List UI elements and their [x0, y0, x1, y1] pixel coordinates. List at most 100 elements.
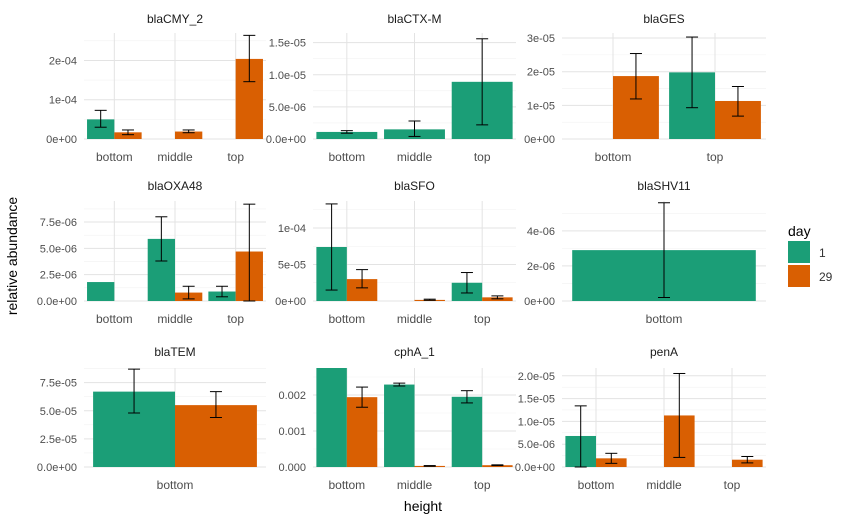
y-tick-label: 0e+00 [46, 134, 77, 146]
y-tick-label: 0e+00 [524, 134, 555, 146]
y-tick-label: 1.5e-05 [269, 38, 306, 50]
y-tick-label: 0.0e+00 [515, 462, 555, 474]
facet-panel-blaCTX-M: blaCTX-M 0.0e+00 5.0e-06 1.0e-05 1.5e-05 bott… [266, 12, 516, 164]
facet-panel-blaSHV11: blaSHV11 0e+00 2e-06 4e-06 bottom [524, 179, 766, 326]
error-bar [605, 452, 618, 464]
legend-key-day-29 [788, 265, 810, 287]
y-axis-label: relative abundance [4, 197, 20, 316]
x-tick-label: bottom [328, 150, 365, 164]
y-tick-label: 2.0e-05 [518, 371, 555, 383]
x-tick-label: bottom [328, 478, 365, 492]
error-bar [128, 368, 141, 414]
x-tick-label: middle [397, 312, 433, 326]
y-tick-label: 1e-04 [278, 223, 306, 235]
y-tick-label: 1.5e-05 [518, 394, 555, 406]
y-tick-label: 0e+00 [524, 296, 555, 308]
y-tick-label: 2e-04 [49, 55, 77, 67]
error-bar [155, 216, 168, 262]
y-tick-label: 0.0e+00 [37, 296, 77, 308]
error-bar [393, 382, 406, 387]
error-bar [356, 386, 369, 408]
legend-key-day-1 [788, 241, 810, 263]
bar-bottom-day-29 [346, 279, 378, 301]
x-tick-label: bottom [328, 312, 365, 326]
error-bar [209, 391, 222, 418]
legend: day 1 29 [788, 223, 833, 287]
y-tick-label: 5.0e-05 [40, 406, 77, 418]
facet-panel-blaCMY_2: blaCMY_2 0e+00 1e-04 2e-04 bottom middle top [46, 12, 266, 164]
facet-title: blaSHV11 [637, 179, 690, 193]
bar-bottom-day-29 [114, 132, 142, 139]
facet-panel-blaOXA48: blaOXA48 0.0e+00 2.5e-06 5.0e-06 7.5e-06 bott… [37, 179, 266, 326]
facet-title: blaCMY_2 [147, 12, 203, 26]
facet-title: blaTEM [154, 345, 195, 359]
y-tick-label: 0.001 [278, 426, 306, 438]
x-tick-label: top [474, 312, 491, 326]
bar-top-day-29 [482, 465, 513, 467]
error-bar [491, 464, 504, 467]
facet-title: penA [650, 345, 678, 359]
y-tick-label: 5.0e-06 [269, 102, 306, 114]
x-axis-label: height [404, 498, 442, 514]
y-tick-label: 4e-06 [527, 226, 555, 238]
y-tick-label: 1.0e-05 [518, 416, 555, 428]
x-tick-label: middle [397, 150, 433, 164]
x-tick-label: bottom [646, 312, 683, 326]
error-bar [121, 129, 134, 136]
x-tick-label: top [707, 150, 724, 164]
facet-panel-penA: penA 0.0e+00 5.0e-06 1.0e-05 1.5e-05 2.0e-05 b… [515, 345, 766, 492]
facet-panel-blaSFO: blaSFO 0e+00 5e-05 1e-04 bottom middle top [275, 179, 516, 326]
y-tick-label: 1.0e-05 [269, 70, 306, 82]
y-tick-label: 0.0e+00 [37, 462, 77, 474]
facet-title: blaSFO [394, 179, 435, 193]
bar-bottom-day-1 [87, 282, 115, 301]
y-tick-label: 1e-04 [49, 95, 77, 107]
y-tick-label: 0.0e+00 [266, 134, 306, 146]
bar-middle-day-1 [384, 384, 415, 467]
legend-label-day-29: 29 [819, 270, 833, 284]
y-tick-label: 2.5e-06 [40, 270, 77, 282]
facet-title: blaGES [643, 12, 684, 26]
error-bar [731, 86, 744, 117]
x-tick-label: bottom [578, 478, 615, 492]
y-tick-label: 2e-05 [527, 67, 555, 79]
error-bar [491, 295, 504, 300]
x-tick-label: top [474, 150, 491, 164]
facet-title: blaOXA48 [148, 179, 203, 193]
error-bar [673, 372, 686, 458]
bar-middle-day-29 [175, 131, 203, 139]
x-tick-label: bottom [595, 150, 632, 164]
facet-panel-cphA_1: cphA_1 0.000 0.001 0.002 bottom middle top [278, 345, 516, 492]
y-tick-label: 5.0e-06 [40, 243, 77, 255]
y-tick-label: 3e-05 [527, 33, 555, 45]
x-tick-label: bottom [157, 478, 194, 492]
bar-top-day-1 [451, 396, 483, 467]
error-bar [574, 405, 587, 468]
legend-label-day-1: 1 [819, 246, 826, 260]
error-bar [94, 109, 107, 128]
x-tick-label: middle [397, 478, 433, 492]
x-tick-label: middle [157, 150, 193, 164]
error-bar [741, 456, 754, 464]
y-tick-label: 7.5e-06 [40, 217, 77, 229]
error-bar [243, 34, 256, 83]
bar-bottom-day-1 [316, 131, 378, 139]
y-tick-label: 5.0e-06 [518, 439, 555, 451]
y-tick-label: 7.5e-05 [40, 378, 77, 390]
facet-title: blaCTX-M [387, 12, 441, 26]
x-tick-label: top [227, 150, 244, 164]
error-bar [423, 298, 436, 301]
y-tick-label: 1e-05 [527, 100, 555, 112]
error-bar [658, 202, 670, 298]
bar-bottom-day-1 [87, 119, 115, 139]
error-bar [476, 38, 489, 126]
bar-bottom-day-29 [346, 397, 378, 467]
y-tick-label: 2e-06 [527, 261, 555, 273]
x-tick-label: top [724, 478, 741, 492]
bar-bottom-day-1 [316, 368, 347, 467]
error-bar [356, 269, 369, 289]
error-bar [243, 203, 256, 302]
